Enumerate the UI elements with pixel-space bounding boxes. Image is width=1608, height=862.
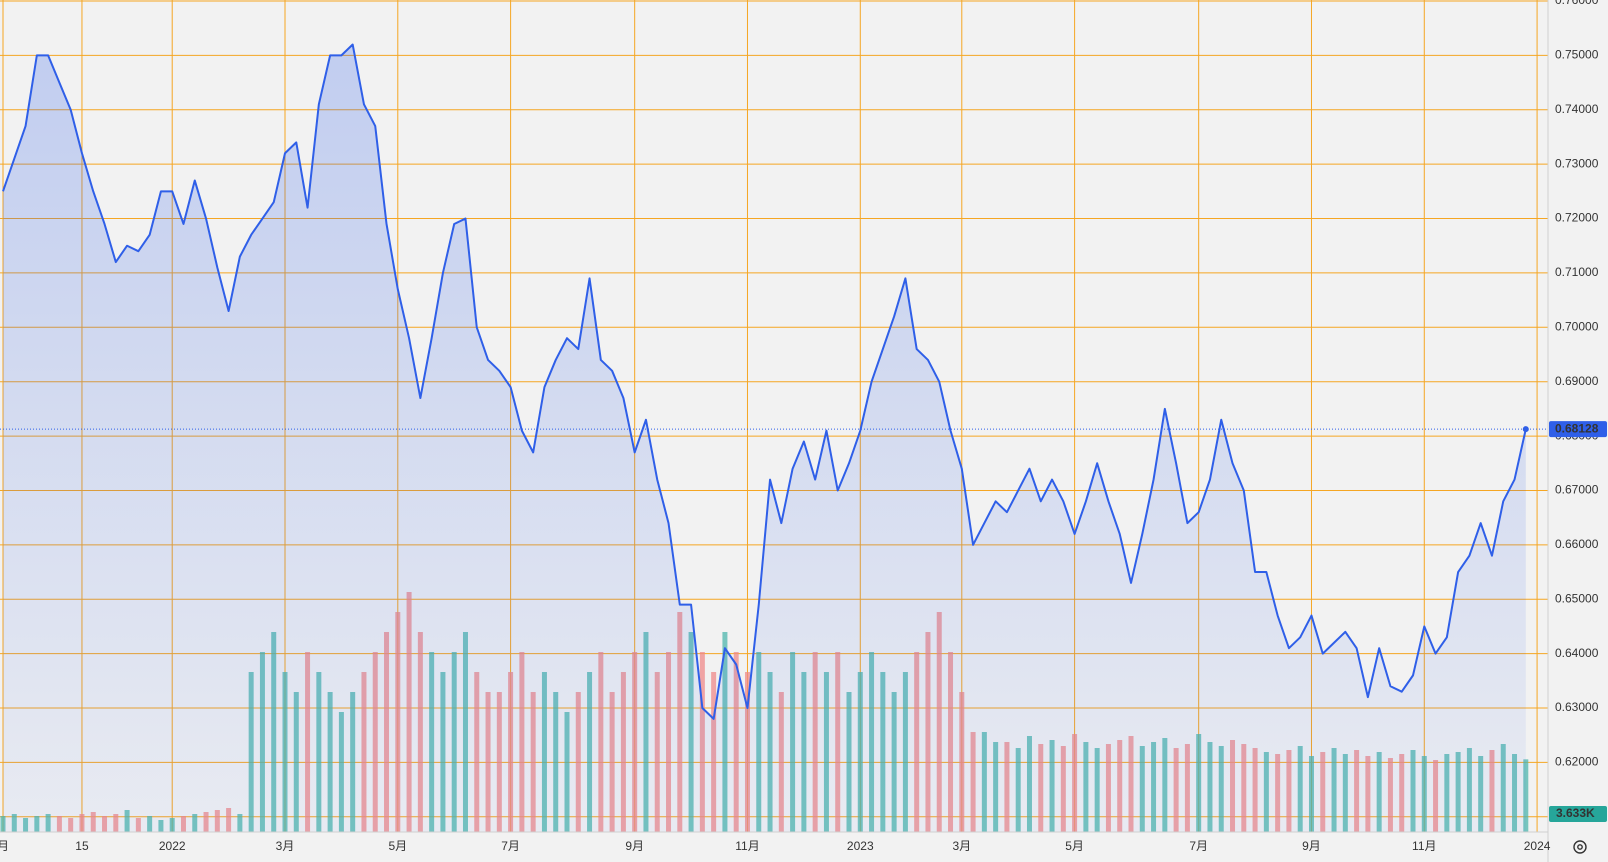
y-tick-label: 0.71000	[1555, 265, 1599, 279]
y-tick-label: 0.64000	[1555, 646, 1599, 660]
x-tick-label: 月	[0, 839, 9, 853]
x-tick-label: 9月	[625, 839, 644, 853]
volume-label-box	[1549, 806, 1607, 822]
x-tick-label: 5月	[1065, 839, 1084, 853]
last-price-dot	[1522, 426, 1529, 433]
price-label-box	[1549, 421, 1607, 438]
y-tick-label: 0.73000	[1555, 156, 1599, 170]
settings-icon[interactable]	[1573, 840, 1587, 854]
x-tick-label: 5月	[388, 839, 407, 853]
x-tick-label: 11月	[735, 839, 759, 853]
price-line	[2, 43, 1527, 720]
x-tick-label: 3月	[952, 839, 971, 853]
price-area	[3, 44, 1526, 832]
x-tick-label: 2023	[847, 839, 874, 853]
x-tick-label: 2024	[1524, 839, 1551, 853]
y-tick-label: 0.66000	[1555, 537, 1599, 551]
x-tick-label: 2022	[159, 839, 186, 853]
y-tick-label: 0.67000	[1555, 483, 1599, 497]
y-tick-label: 0.62000	[1555, 755, 1599, 769]
y-tick-label: 0.63000	[1555, 700, 1599, 714]
x-tick-label: 7月	[501, 839, 520, 853]
y-tick-label: 0.76000	[1555, 0, 1599, 7]
y-tick-label: 0.69000	[1555, 374, 1599, 388]
x-tick-label: 9月	[1302, 839, 1321, 853]
x-tick-label: 3月	[276, 839, 295, 853]
x-tick-label: 11月	[1412, 839, 1436, 853]
y-tick-label: 0.65000	[1555, 591, 1599, 605]
x-tick-label: 15	[75, 839, 89, 853]
y-tick-label: 0.74000	[1555, 102, 1599, 116]
gear-ring	[1573, 840, 1587, 854]
price-layer	[0, 43, 1548, 832]
y-tick-label: 0.72000	[1555, 211, 1599, 225]
y-tick-label: 0.70000	[1555, 319, 1599, 333]
gear-hub	[1577, 844, 1583, 850]
volume-label: 3.633K	[1556, 806, 1595, 820]
price-label: 0.68128	[1555, 421, 1599, 435]
y-tick-label: 0.75000	[1555, 48, 1599, 62]
x-tick-label: 7月	[1189, 839, 1208, 853]
